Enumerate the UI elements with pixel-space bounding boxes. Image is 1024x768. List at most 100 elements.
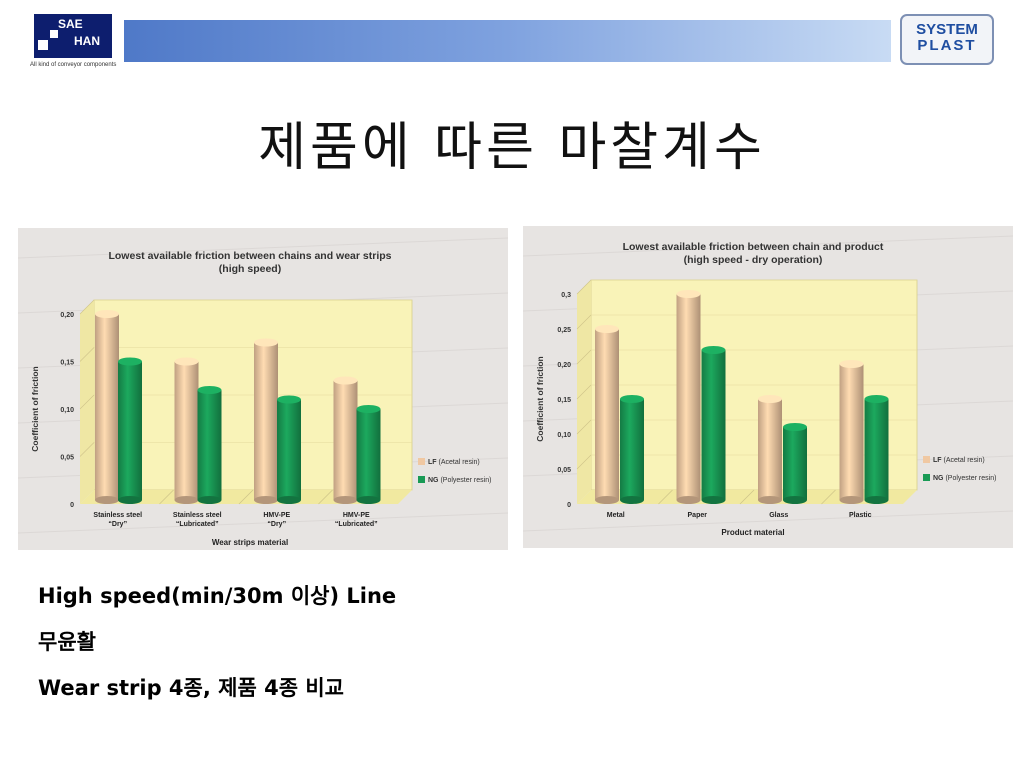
y-tick-label: 0,20 [557,362,571,369]
bar-lf-top [839,360,864,368]
legend-series-desc: (Acetal resin) [944,457,985,464]
bar-lf [95,314,119,500]
y-axis-label: Coefficient of friction [30,366,40,451]
bar-ng-base [118,496,142,504]
gridline [576,314,592,330]
category-label: “Lubricated” [335,521,378,528]
category-label: HMV-PE [343,512,370,519]
legend-series-desc: (Polyester resin) [945,475,996,482]
saehan-tagline: All kind of conveyor components [30,62,117,68]
gridline [576,454,592,470]
bar-lf-top [254,338,278,347]
bar-lf [174,361,199,500]
y-tick-label: 0,05 [557,467,571,474]
bar-ng [118,361,142,500]
chart-subtitle: (high speed) [219,263,281,275]
bar-ng [620,399,644,500]
background-line [18,237,508,259]
saehan-logo: SAE HAN All kind of conveyor components [30,12,120,74]
bar-ng-top [356,405,381,413]
gridline [576,384,592,400]
gridline [79,347,95,362]
category-label: HMV-PE [263,512,290,519]
bullet-high-speed: High speed(min/30m 이상) Line [38,584,397,608]
legend-swatch-lf [418,458,425,465]
gridline [576,349,592,365]
gridline [576,279,592,295]
bar-ng [356,409,381,500]
y-tick-label: 0 [567,502,571,509]
legend-label-ng: NG (Polyester resin) [428,477,491,484]
bar-lf [839,364,864,500]
background-line [523,235,1013,257]
gridline [79,394,95,410]
bar-ng-top [197,386,222,394]
y-tick-label: 0,15 [60,360,74,367]
bar-lf [595,329,619,500]
friction-chart-wear-strips: Lowest available friction between chains… [18,237,508,547]
legend-series-code: NG [933,475,945,482]
bar-ng-base [620,496,644,504]
systemplast-logo-text-1: SYSTEM [916,21,978,38]
category-label: “Dry” [108,521,127,528]
bar-ng [197,390,222,500]
bar-lf-top [95,310,119,318]
bar-ng [864,399,889,500]
legend-swatch-ng [418,476,425,483]
legend-label-lf: LF (Acetal resin) [933,457,985,464]
category-label: “Lubricated” [176,521,219,528]
category-divider [658,489,673,505]
chart-subtitle: (high speed - dry operation) [684,254,823,266]
page-title: 제품에 따른 마찰계수 [258,118,766,178]
bar-ng-top [118,357,142,366]
bar-ng-top [701,346,726,354]
y-tick-label: 0,05 [60,455,74,462]
chart-title: Lowest available friction between chains… [108,250,391,262]
chart-title: Lowest available friction between chain … [623,241,884,253]
bar-lf-top [174,357,199,366]
legend-series-code: NG [428,477,440,484]
header-gradient-bar [124,20,891,62]
logo-square [50,30,58,38]
chart-panel-product: Lowest available friction between chain … [523,226,1013,548]
friction-chart-product: Lowest available friction between chain … [523,235,1013,537]
legend-series-code: LF [428,459,439,466]
bar-ng [783,427,807,500]
y-tick-label: 0,25 [557,327,571,334]
legend-swatch-lf [923,456,930,463]
category-label: Stainless steel [173,512,222,519]
bar-ng-top [864,395,889,403]
category-divider [238,489,254,505]
chart-panel-wear-strips: Lowest available friction between chains… [18,228,508,550]
bar-lf-base [174,496,199,504]
y-tick-label: 0,20 [60,312,74,319]
bar-lf-base [676,496,701,504]
gridline [576,419,592,435]
category-divider [318,489,333,505]
legend-series-code: LF [933,457,944,464]
bar-lf [676,294,701,500]
bar-lf [254,342,278,500]
systemplast-logo: SYSTEM PLAST [900,14,994,65]
bar-lf-top [595,325,619,333]
category-divider [159,489,174,505]
y-axis-label: Coefficient of friction [535,356,545,441]
bar-lf [758,399,782,500]
y-tick-label: 0 [70,502,74,509]
saehan-logo-mark: SAE HAN [34,14,112,58]
legend-label-ng: NG (Polyester resin) [933,475,996,482]
bullet-no-lubrication: 무윤활 [38,630,96,654]
bar-ng-base [356,496,381,504]
legend-series-desc: (Acetal resin) [439,459,480,466]
category-label: Plastic [849,512,872,519]
background-line [18,512,508,534]
saehan-logo-text-1: SAE [58,17,83,31]
bar-lf-base [839,496,864,504]
legend-swatch-ng [923,474,930,481]
bar-ng-base [197,496,222,504]
category-label: “Dry” [267,521,286,528]
category-label: Glass [769,512,788,519]
y-tick-label: 0,3 [561,292,571,299]
category-label: Paper [688,512,708,519]
bullet-comparison: Wear strip 4종, 제품 4종 비교 [38,676,344,700]
